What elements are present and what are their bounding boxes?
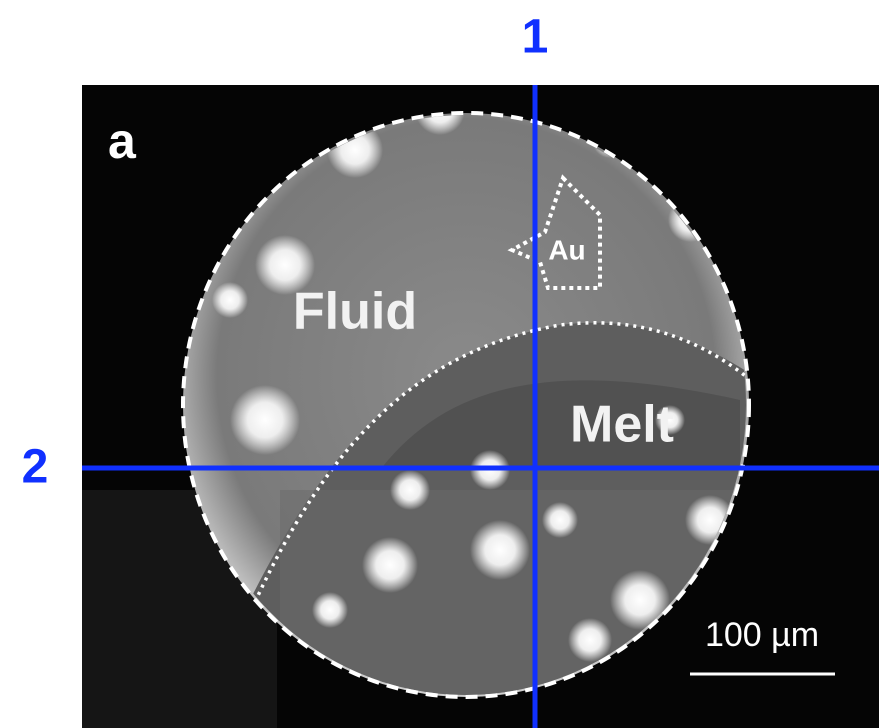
scale-bar-label: 100 µm bbox=[705, 616, 819, 654]
figure: 1 2 a Fluid Melt Au 100 µm bbox=[0, 0, 879, 728]
region-label: Melt bbox=[570, 396, 674, 454]
panel-label: a bbox=[108, 113, 137, 169]
region-label: Fluid bbox=[293, 283, 417, 341]
region-label: Au bbox=[548, 234, 585, 265]
line-label: 1 bbox=[522, 11, 549, 64]
line-label: 2 bbox=[22, 441, 49, 494]
